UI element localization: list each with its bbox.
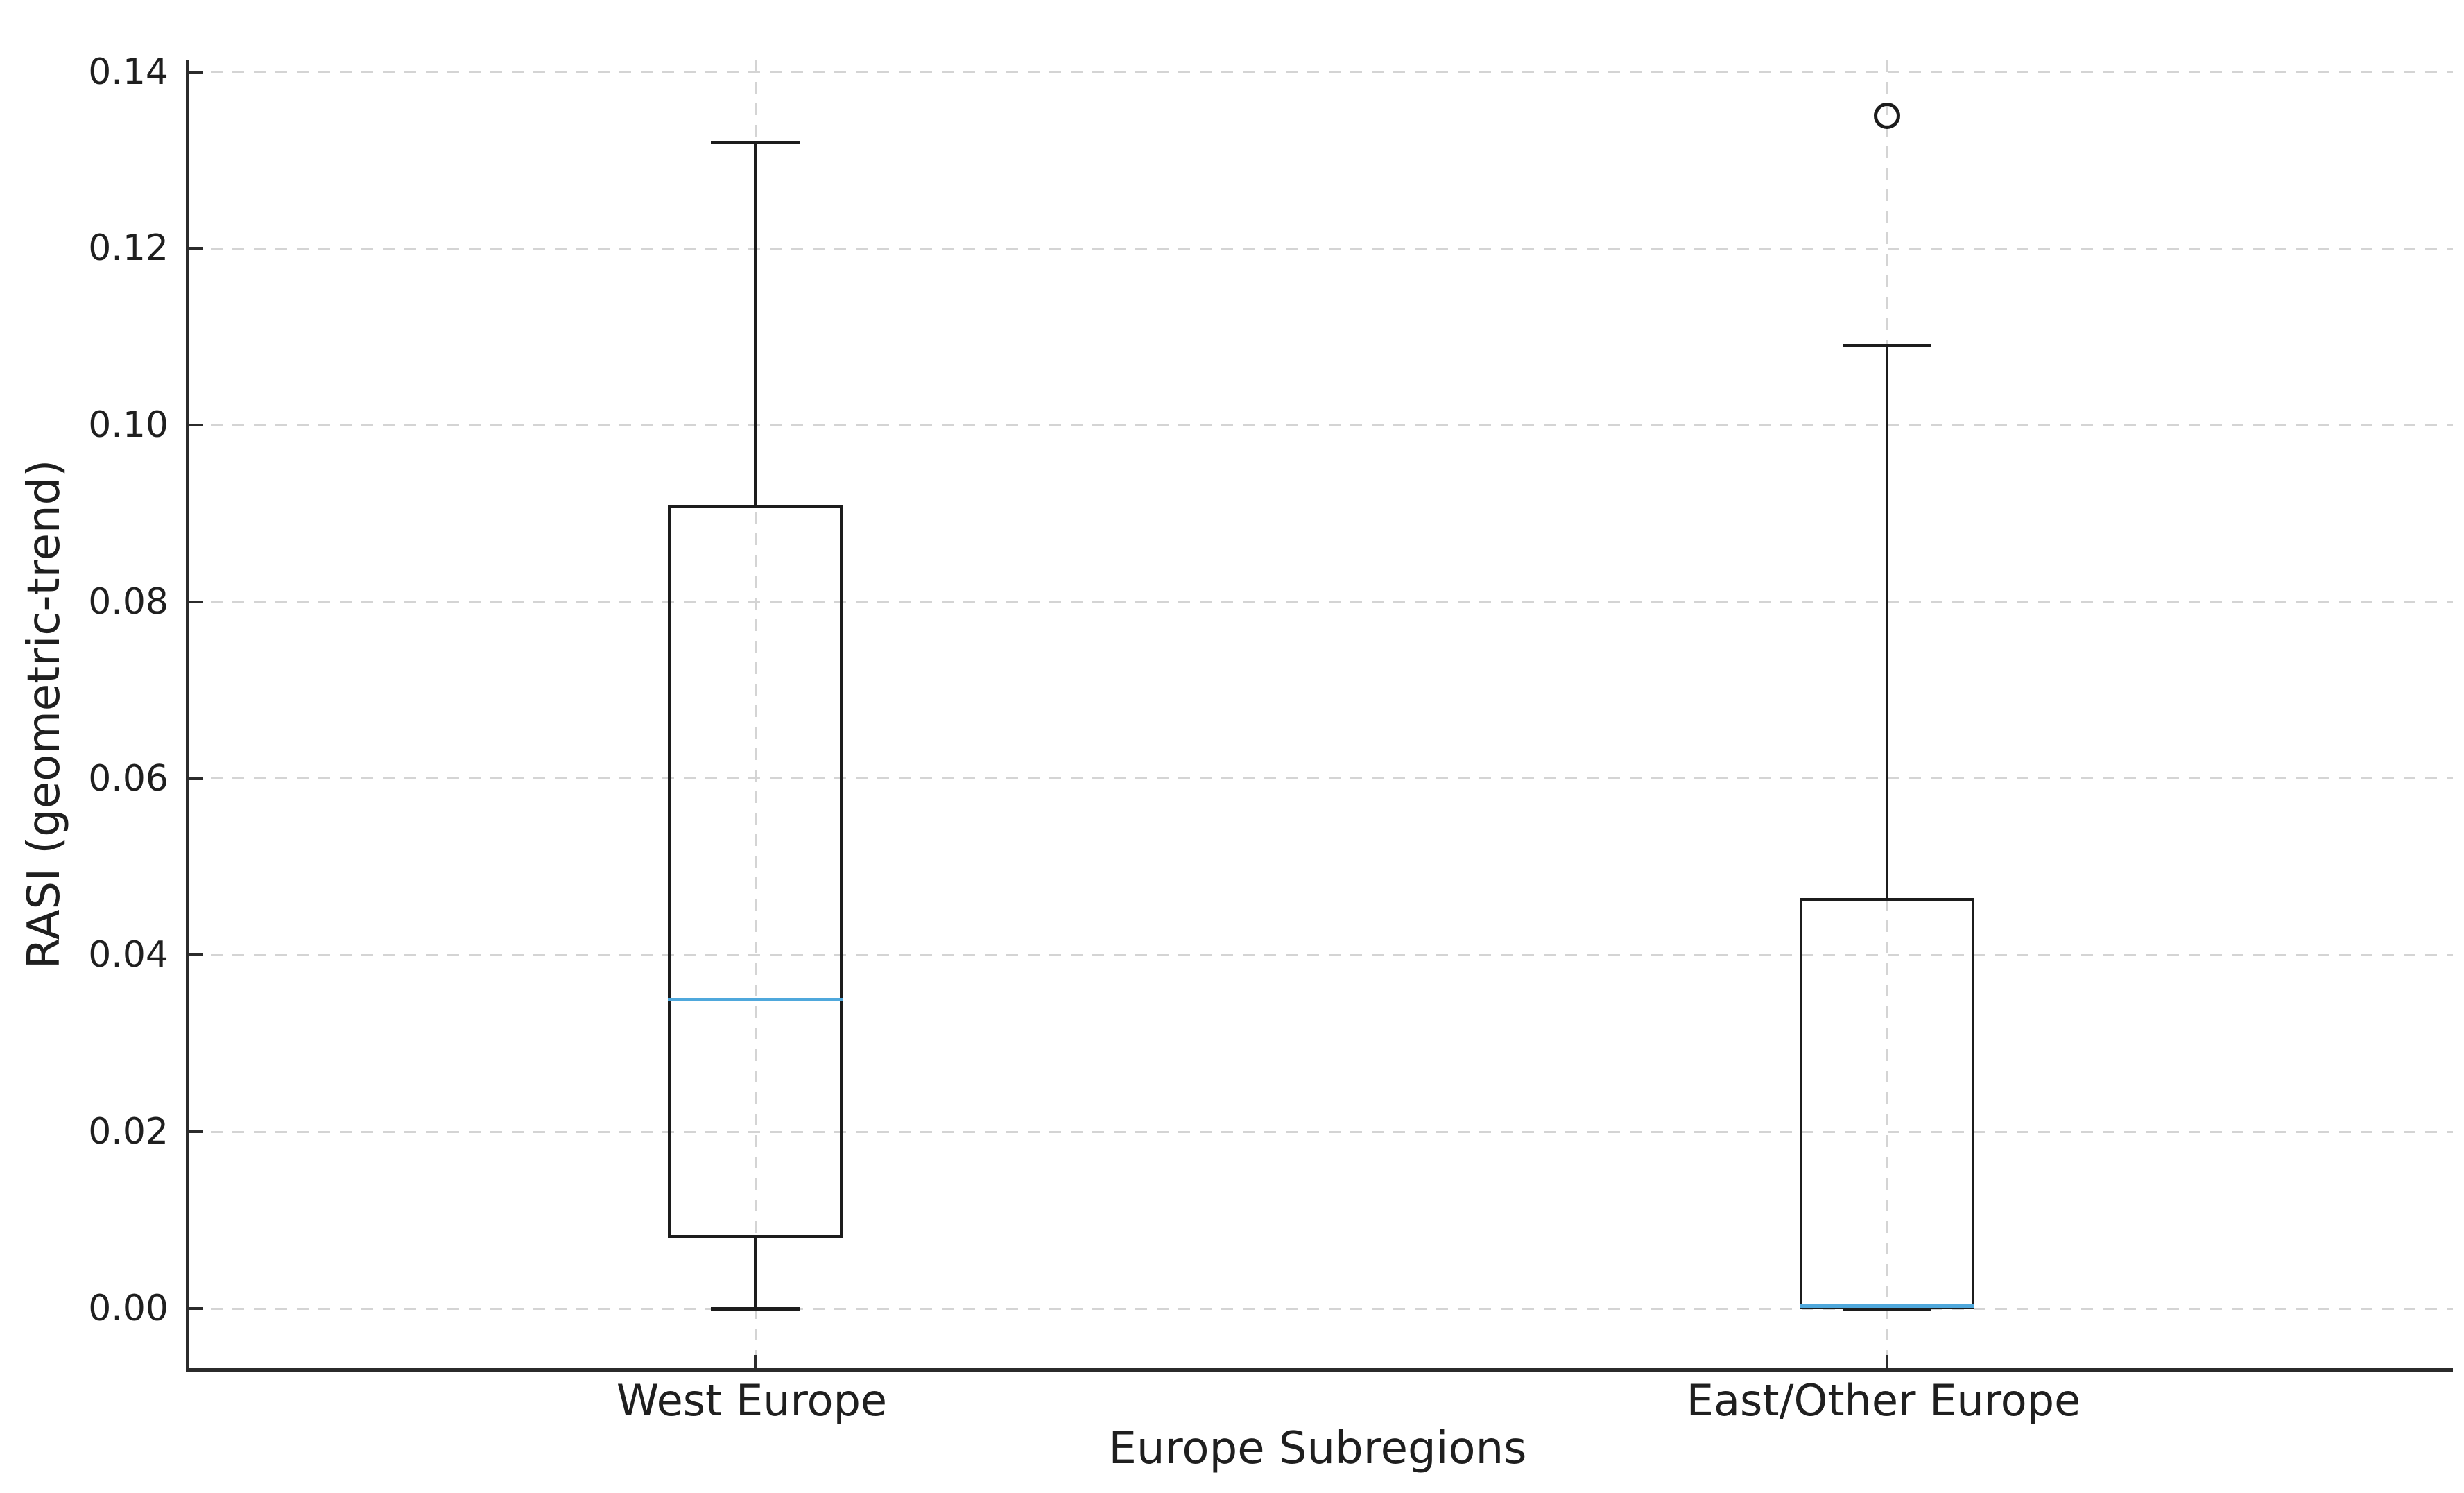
x-gridline [754,60,757,1368]
x-tick-mark [1886,1355,1888,1368]
median-line [1799,1304,1975,1308]
lower-whisker-cap [711,1306,800,1311]
outlier-point [1874,103,1900,130]
y-gridline [189,247,2453,250]
y-gridline [189,601,2453,603]
plot-area [186,60,2453,1372]
y-tick-mark [189,1130,203,1134]
y-tick-mark [189,424,203,427]
y-tick-mark [189,777,203,780]
y-gridline [189,1307,2453,1310]
y-tick-label: 0.04 [88,934,169,976]
y-gridline [189,1130,2453,1133]
y-gridline [189,71,2453,74]
y-tick-label: 0.00 [88,1288,169,1329]
box-2 [1799,897,1975,1309]
x-axis-label: Europe Subregions [1108,1423,1527,1474]
x-tick-label: West Europe [616,1375,888,1426]
upper-whisker [1886,345,1888,898]
upper-whisker [754,142,757,505]
y-gridline [189,424,2453,426]
x-tick-mark [754,1355,757,1368]
y-tick-label: 0.08 [88,580,169,623]
y-tick-label: 0.14 [88,51,169,93]
y-tick-mark [189,70,203,74]
y-tick-mark [189,600,203,603]
y-tick-label: 0.06 [88,757,169,800]
lower-whisker [754,1238,757,1309]
y-tick-label: 0.02 [88,1111,169,1153]
lower-whisker-cap [1843,1306,1931,1311]
y-tick-mark [189,953,203,957]
box-1 [667,504,843,1239]
y-gridline [189,777,2453,780]
y-gridline [189,953,2453,956]
y-axis-label: RASI (geometric-trend) [19,459,70,969]
y-tick-label: 0.12 [88,227,169,270]
y-tick-mark [189,247,203,250]
upper-whisker-cap [711,140,800,144]
upper-whisker-cap [1843,343,1931,347]
y-tick-mark [189,1307,203,1310]
median-line [667,997,843,1001]
x-tick-label: East/Other Europe [1686,1375,2081,1426]
y-tick-label: 0.10 [88,404,169,447]
